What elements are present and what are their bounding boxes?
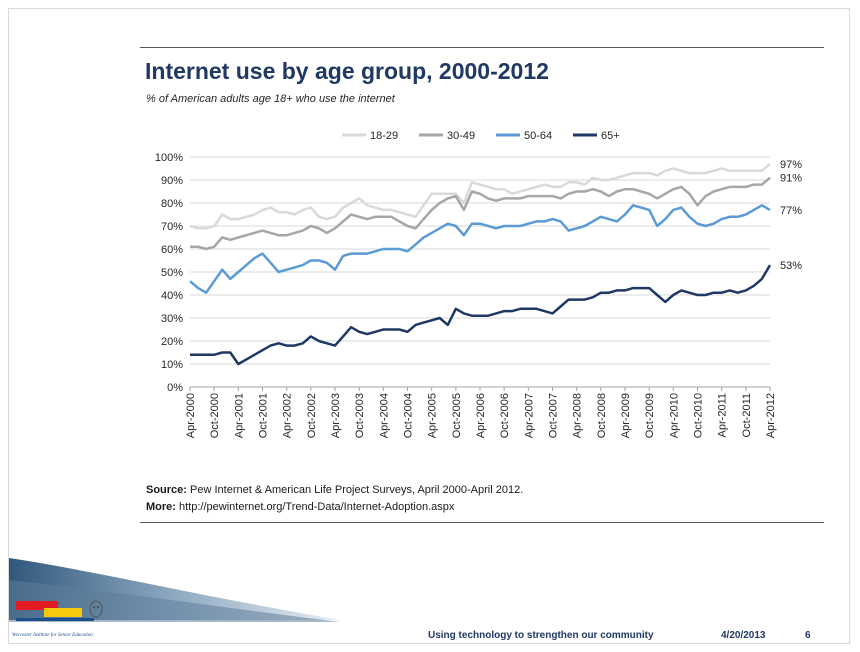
x-tick-label: Oct-2004	[403, 393, 415, 438]
more-note: More: http://pewinternet.org/Trend-Data/…	[146, 501, 454, 513]
x-tick-label: Apr-2001	[233, 393, 245, 438]
x-tick-label: Apr-2005	[427, 393, 439, 438]
source-note: Source: Pew Internet & American Life Pro…	[146, 484, 523, 496]
legend-label-30-49: 30-49	[447, 130, 475, 142]
y-tick-label: 70%	[161, 221, 183, 233]
y-tick-label: 20%	[161, 336, 183, 348]
x-tick-label: Apr-2011	[717, 393, 729, 437]
x-tick-label: Oct-2010	[693, 393, 705, 438]
y-tick-label: 80%	[161, 198, 183, 210]
wise-logo	[14, 598, 109, 638]
source-text: Pew Internet & American Life Project Sur…	[187, 484, 523, 496]
series-line-65+	[190, 265, 770, 364]
more-url[interactable]: http://pewinternet.org/Trend-Data/Intern…	[176, 501, 454, 513]
x-tick-label: Oct-2011	[741, 393, 753, 437]
x-tick-label: Apr-2012	[765, 393, 777, 438]
more-label: More:	[146, 501, 176, 513]
x-tick-label: Oct-2000	[209, 393, 221, 438]
y-tick-label: 10%	[161, 359, 183, 371]
logo-blue-bar	[16, 618, 94, 621]
y-tick-label: 30%	[161, 313, 183, 325]
series-line-18-29	[190, 164, 770, 228]
x-tick-label: Apr-2010	[668, 393, 680, 438]
legend-label-65+: 65+	[601, 130, 620, 142]
y-tick-label: 50%	[161, 267, 183, 279]
y-tick-label: 90%	[161, 175, 183, 187]
page-number: 6	[805, 630, 811, 641]
x-tick-label: Oct-2005	[451, 393, 463, 438]
y-tick-label: 0%	[167, 382, 183, 394]
logo-yellow-bar	[44, 608, 82, 617]
x-tick-label: Oct-2001	[258, 393, 270, 438]
x-tick-label: Oct-2007	[548, 393, 560, 438]
y-tick-label: 100%	[155, 152, 183, 164]
x-tick-label: Oct-2003	[354, 393, 366, 438]
x-tick-label: Apr-2006	[475, 393, 487, 438]
logo-caption: Worcester Institute for Senior Education	[12, 633, 93, 638]
x-tick-label: Apr-2008	[572, 393, 584, 438]
source-label: Source:	[146, 484, 187, 496]
x-tick-label: Apr-2004	[378, 393, 390, 438]
x-tick-label: Oct-2006	[499, 393, 511, 438]
end-label-30-49: 91%	[780, 173, 802, 185]
end-label-18-29: 97%	[780, 159, 802, 171]
x-tick-label: Apr-2003	[330, 393, 342, 438]
x-tick-label: Oct-2002	[306, 393, 318, 438]
y-tick-label: 40%	[161, 290, 183, 302]
x-tick-label: Apr-2000	[185, 393, 197, 438]
legend-label-18-29: 18-29	[370, 130, 398, 142]
x-tick-label: Oct-2009	[644, 393, 656, 438]
owl-icon	[90, 601, 102, 617]
x-tick-label: Apr-2009	[620, 393, 632, 438]
end-label-65+: 53%	[780, 260, 802, 272]
end-label-50-64: 77%	[780, 205, 802, 217]
footer-tagline: Using technology to strengthen our commu…	[428, 630, 654, 641]
x-tick-label: Apr-2002	[282, 393, 294, 438]
x-tick-label: Oct-2008	[596, 393, 608, 438]
y-tick-label: 60%	[161, 244, 183, 256]
legend-label-50-64: 50-64	[524, 130, 552, 142]
footer-date: 4/20/2013	[721, 630, 766, 641]
x-tick-label: Apr-2007	[523, 393, 535, 438]
series-line-30-49	[190, 178, 770, 249]
bottom-rule	[140, 522, 824, 523]
